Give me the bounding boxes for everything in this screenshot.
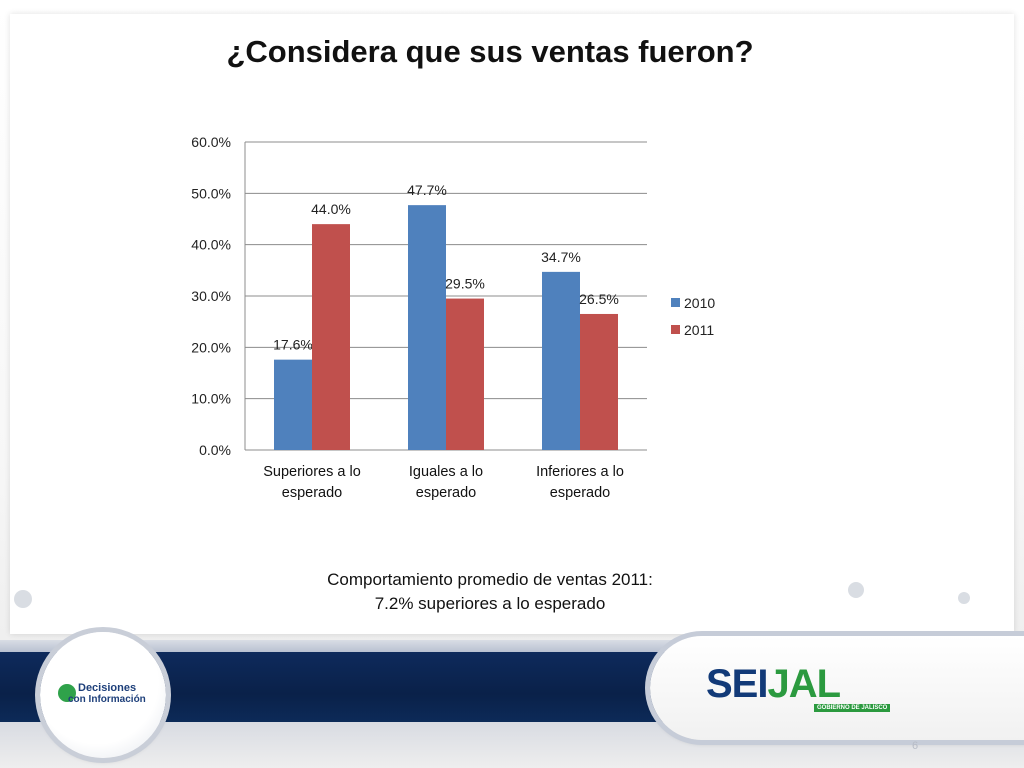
page-number: 6 — [912, 740, 919, 752]
x-category-label: Superiores a lo — [263, 464, 361, 480]
data-label: 26.5% — [579, 291, 619, 307]
data-label: 17.6% — [273, 337, 313, 353]
decorative-dot — [958, 592, 970, 604]
x-category-label: esperado — [282, 485, 342, 501]
summary-note-line2: 7.2% superiores a lo esperado — [374, 594, 606, 613]
swoosh-icon — [58, 684, 76, 702]
x-category-label: Inferiores a lo — [536, 464, 624, 480]
seijal-logo: SEIJAL GOBIERNO DE JALISCO — [650, 636, 1024, 740]
bar-2011 — [312, 224, 350, 450]
data-label: 47.7% — [407, 182, 447, 198]
y-tick-label: 60.0% — [191, 134, 231, 150]
x-category-label: esperado — [550, 485, 610, 501]
decorative-dot — [848, 582, 864, 598]
gobierno-jalisco-label: GOBIERNO DE JALISCO — [814, 704, 891, 712]
slide-card — [10, 14, 1014, 634]
bar-chart: 0.0% 10.0% 20.0% 30.0% 40.0% 50.0% 60.0% 17.6% 4… — [191, 134, 715, 501]
x-category-label: Iguales a lo — [409, 464, 483, 480]
legend-swatch-2010 — [671, 298, 680, 307]
seijal-wordmark: SEIJAL — [706, 662, 841, 707]
legend-swatch-2011 — [671, 325, 680, 334]
x-category-label: esperado — [416, 485, 476, 501]
bar-2011 — [446, 298, 484, 450]
seijal-part2: JAL — [767, 662, 841, 706]
bar-2011 — [580, 313, 618, 450]
data-label: 29.5% — [445, 276, 485, 292]
y-tick-label: 30.0% — [191, 288, 231, 304]
legend-label: 2011 — [684, 322, 714, 338]
logo-left-text2: con Información — [68, 694, 146, 705]
bar-2010 — [408, 205, 446, 450]
bar-2010 — [542, 271, 580, 450]
y-tick-label: 20.0% — [191, 339, 231, 355]
decorative-dot — [14, 590, 32, 608]
summary-note: Comportamiento promedio de ventas 2011: … — [240, 568, 740, 616]
summary-note-line1: Comportamiento promedio de ventas 2011: — [327, 570, 653, 589]
y-tick-label: 50.0% — [191, 185, 231, 201]
y-tick-label: 40.0% — [191, 237, 231, 253]
decisiones-logo: Decisiones con Información — [40, 632, 166, 758]
data-label: 34.7% — [541, 249, 581, 265]
y-tick-label: 10.0% — [191, 391, 231, 407]
logo-left-text1: Decisiones — [78, 682, 137, 694]
legend-label: 2010 — [684, 295, 715, 311]
bar-2010 — [274, 359, 312, 450]
data-label: 44.0% — [311, 201, 351, 217]
slide-title: ¿Considera que sus ventas fueron? — [226, 34, 754, 69]
seijal-part1: SEI — [706, 662, 768, 706]
y-tick-label: 0.0% — [199, 442, 231, 458]
